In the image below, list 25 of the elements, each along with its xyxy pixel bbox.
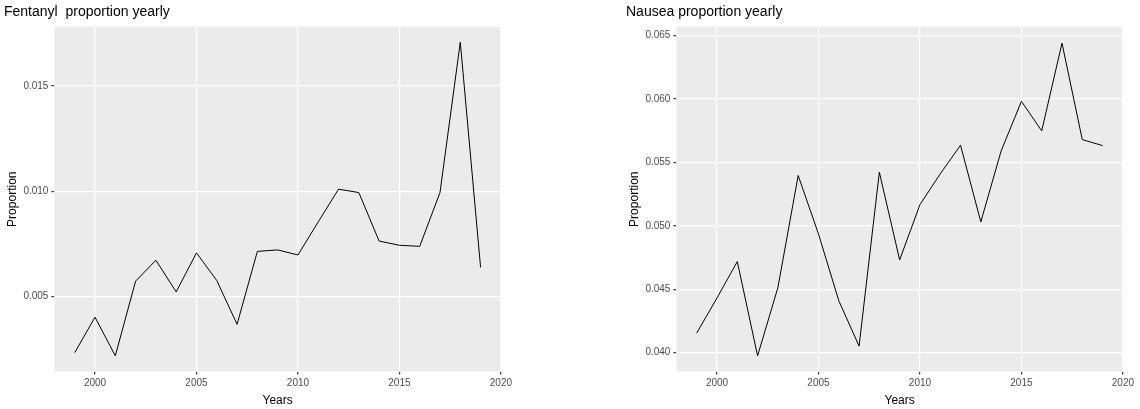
y-axis-title: Proportion bbox=[4, 171, 19, 227]
y-tick-label: 0.005 bbox=[23, 290, 49, 302]
x-tick-label: 2020 bbox=[1111, 377, 1135, 389]
x-axis-title: Years bbox=[262, 393, 293, 408]
y-tick-label: 0.050 bbox=[645, 219, 671, 231]
y-tick-label: 0.060 bbox=[645, 92, 671, 104]
x-axis-title: Years bbox=[884, 393, 915, 408]
x-tick-label: 2005 bbox=[185, 377, 209, 389]
chart-title: Fentanyl proportion yearly bbox=[4, 3, 170, 20]
x-tick-label: 2015 bbox=[388, 377, 411, 389]
y-tick-label: 0.055 bbox=[645, 156, 671, 168]
x-tick-label: 2005 bbox=[807, 377, 831, 389]
x-tick-label: 2015 bbox=[1010, 377, 1033, 389]
x-tick-label: 2000 bbox=[705, 377, 729, 389]
x-tick-label: 2000 bbox=[83, 377, 107, 389]
chart-title: Nausea proportion yearly bbox=[626, 3, 783, 20]
y-tick-label: 0.045 bbox=[645, 282, 671, 294]
y-tick-label: 0.065 bbox=[645, 29, 671, 41]
y-tick-label: 0.010 bbox=[23, 185, 49, 197]
x-tick-label: 2010 bbox=[908, 377, 932, 389]
y-axis-title: Proportion bbox=[626, 171, 641, 227]
x-tick-label: 2010 bbox=[286, 377, 310, 389]
y-tick-label: 0.015 bbox=[23, 79, 49, 91]
y-tick-label: 0.040 bbox=[645, 346, 671, 358]
x-tick-label: 2020 bbox=[489, 377, 513, 389]
